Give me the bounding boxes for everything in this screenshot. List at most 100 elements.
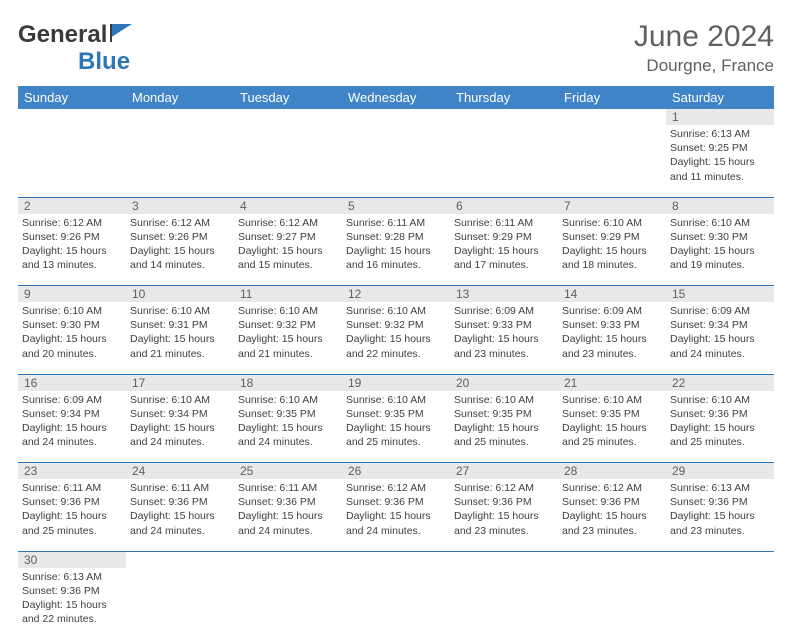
day-cell: Sunrise: 6:12 AMSunset: 9:26 PMDaylight:… [126, 214, 234, 286]
day-details: Sunrise: 6:13 AMSunset: 9:36 PMDaylight:… [22, 570, 122, 627]
day-cell [234, 125, 342, 197]
day-number-cell: 3 [126, 197, 234, 214]
day-cell: Sunrise: 6:10 AMSunset: 9:32 PMDaylight:… [234, 302, 342, 374]
day-number-cell: 15 [666, 286, 774, 303]
day-details: Sunrise: 6:13 AMSunset: 9:25 PMDaylight:… [670, 127, 770, 184]
day-cell: Sunrise: 6:12 AMSunset: 9:36 PMDaylight:… [342, 479, 450, 551]
page-header: General June 2024 Dourgne, France [18, 20, 774, 76]
day-number-cell: 28 [558, 463, 666, 480]
day-cell [18, 125, 126, 197]
day-number-cell [342, 551, 450, 568]
day-cell: Sunrise: 6:12 AMSunset: 9:36 PMDaylight:… [450, 479, 558, 551]
day-cell: Sunrise: 6:10 AMSunset: 9:35 PMDaylight:… [234, 391, 342, 463]
weekday-header: Monday [126, 86, 234, 109]
day-cell: Sunrise: 6:10 AMSunset: 9:36 PMDaylight:… [666, 391, 774, 463]
day-content-row: Sunrise: 6:10 AMSunset: 9:30 PMDaylight:… [18, 302, 774, 374]
day-cell [666, 568, 774, 640]
day-number-cell [126, 551, 234, 568]
day-cell [558, 125, 666, 197]
day-details: Sunrise: 6:11 AMSunset: 9:28 PMDaylight:… [346, 216, 446, 273]
day-content-row: Sunrise: 6:13 AMSunset: 9:36 PMDaylight:… [18, 568, 774, 640]
brand-line2: GeneBlue [18, 48, 130, 76]
day-cell: Sunrise: 6:11 AMSunset: 9:36 PMDaylight:… [234, 479, 342, 551]
day-cell [342, 125, 450, 197]
day-details: Sunrise: 6:12 AMSunset: 9:26 PMDaylight:… [130, 216, 230, 273]
day-number-cell: 26 [342, 463, 450, 480]
weekday-header: Saturday [666, 86, 774, 109]
day-details: Sunrise: 6:10 AMSunset: 9:35 PMDaylight:… [454, 393, 554, 450]
day-cell: Sunrise: 6:09 AMSunset: 9:33 PMDaylight:… [450, 302, 558, 374]
day-number-cell: 24 [126, 463, 234, 480]
day-number-row: 23242526272829 [18, 463, 774, 480]
day-number-cell: 12 [342, 286, 450, 303]
day-number-cell: 4 [234, 197, 342, 214]
day-number-cell: 22 [666, 374, 774, 391]
day-number-cell: 10 [126, 286, 234, 303]
day-details: Sunrise: 6:12 AMSunset: 9:36 PMDaylight:… [454, 481, 554, 538]
day-cell: Sunrise: 6:11 AMSunset: 9:29 PMDaylight:… [450, 214, 558, 286]
day-details: Sunrise: 6:10 AMSunset: 9:35 PMDaylight:… [238, 393, 338, 450]
day-cell: Sunrise: 6:13 AMSunset: 9:36 PMDaylight:… [18, 568, 126, 640]
day-number-cell: 13 [450, 286, 558, 303]
day-details: Sunrise: 6:10 AMSunset: 9:30 PMDaylight:… [22, 304, 122, 361]
day-number-cell: 18 [234, 374, 342, 391]
day-number-cell [450, 551, 558, 568]
brand-logo: General [18, 20, 136, 49]
day-details: Sunrise: 6:12 AMSunset: 9:36 PMDaylight:… [562, 481, 662, 538]
month-year: June 2024 [634, 20, 774, 54]
day-cell [234, 568, 342, 640]
day-cell: Sunrise: 6:12 AMSunset: 9:36 PMDaylight:… [558, 479, 666, 551]
day-details: Sunrise: 6:12 AMSunset: 9:26 PMDaylight:… [22, 216, 122, 273]
day-number-cell: 11 [234, 286, 342, 303]
calendar-table: Sunday Monday Tuesday Wednesday Thursday… [18, 86, 774, 640]
brand-part1: General [18, 21, 107, 49]
day-number-cell: 6 [450, 197, 558, 214]
day-content-row: Sunrise: 6:12 AMSunset: 9:26 PMDaylight:… [18, 214, 774, 286]
day-number-cell: 16 [18, 374, 126, 391]
day-number-cell: 21 [558, 374, 666, 391]
location: Dourgne, France [634, 56, 774, 76]
day-details: Sunrise: 6:10 AMSunset: 9:35 PMDaylight:… [346, 393, 446, 450]
day-details: Sunrise: 6:11 AMSunset: 9:36 PMDaylight:… [130, 481, 230, 538]
weekday-header: Thursday [450, 86, 558, 109]
day-cell: Sunrise: 6:10 AMSunset: 9:30 PMDaylight:… [18, 302, 126, 374]
day-content-row: Sunrise: 6:09 AMSunset: 9:34 PMDaylight:… [18, 391, 774, 463]
day-number-row: 9101112131415 [18, 286, 774, 303]
day-number-row: 2345678 [18, 197, 774, 214]
day-details: Sunrise: 6:13 AMSunset: 9:36 PMDaylight:… [670, 481, 770, 538]
day-number-row: 16171819202122 [18, 374, 774, 391]
day-details: Sunrise: 6:12 AMSunset: 9:36 PMDaylight:… [346, 481, 446, 538]
day-details: Sunrise: 6:11 AMSunset: 9:36 PMDaylight:… [22, 481, 122, 538]
day-cell [450, 125, 558, 197]
day-cell: Sunrise: 6:11 AMSunset: 9:36 PMDaylight:… [18, 479, 126, 551]
day-number-cell [666, 551, 774, 568]
day-details: Sunrise: 6:10 AMSunset: 9:34 PMDaylight:… [130, 393, 230, 450]
day-details: Sunrise: 6:10 AMSunset: 9:32 PMDaylight:… [346, 304, 446, 361]
day-cell: Sunrise: 6:10 AMSunset: 9:34 PMDaylight:… [126, 391, 234, 463]
weekday-header: Friday [558, 86, 666, 109]
flag-icon [110, 20, 136, 49]
day-cell: Sunrise: 6:13 AMSunset: 9:25 PMDaylight:… [666, 125, 774, 197]
weekday-header: Tuesday [234, 86, 342, 109]
day-cell: Sunrise: 6:12 AMSunset: 9:27 PMDaylight:… [234, 214, 342, 286]
day-details: Sunrise: 6:10 AMSunset: 9:29 PMDaylight:… [562, 216, 662, 273]
day-details: Sunrise: 6:10 AMSunset: 9:31 PMDaylight:… [130, 304, 230, 361]
day-details: Sunrise: 6:10 AMSunset: 9:36 PMDaylight:… [670, 393, 770, 450]
day-details: Sunrise: 6:11 AMSunset: 9:29 PMDaylight:… [454, 216, 554, 273]
day-number-cell: 27 [450, 463, 558, 480]
day-number-cell: 30 [18, 551, 126, 568]
day-cell: Sunrise: 6:09 AMSunset: 9:34 PMDaylight:… [666, 302, 774, 374]
day-number-cell: 17 [126, 374, 234, 391]
day-details: Sunrise: 6:09 AMSunset: 9:33 PMDaylight:… [454, 304, 554, 361]
day-number-cell [234, 109, 342, 125]
weekday-header: Wednesday [342, 86, 450, 109]
day-cell [342, 568, 450, 640]
day-number-cell [18, 109, 126, 125]
day-number-cell: 5 [342, 197, 450, 214]
day-details: Sunrise: 6:11 AMSunset: 9:36 PMDaylight:… [238, 481, 338, 538]
day-cell: Sunrise: 6:11 AMSunset: 9:36 PMDaylight:… [126, 479, 234, 551]
day-number-cell: 9 [18, 286, 126, 303]
title-block: June 2024 Dourgne, France [634, 20, 774, 76]
day-number-cell: 2 [18, 197, 126, 214]
day-number-cell: 23 [18, 463, 126, 480]
